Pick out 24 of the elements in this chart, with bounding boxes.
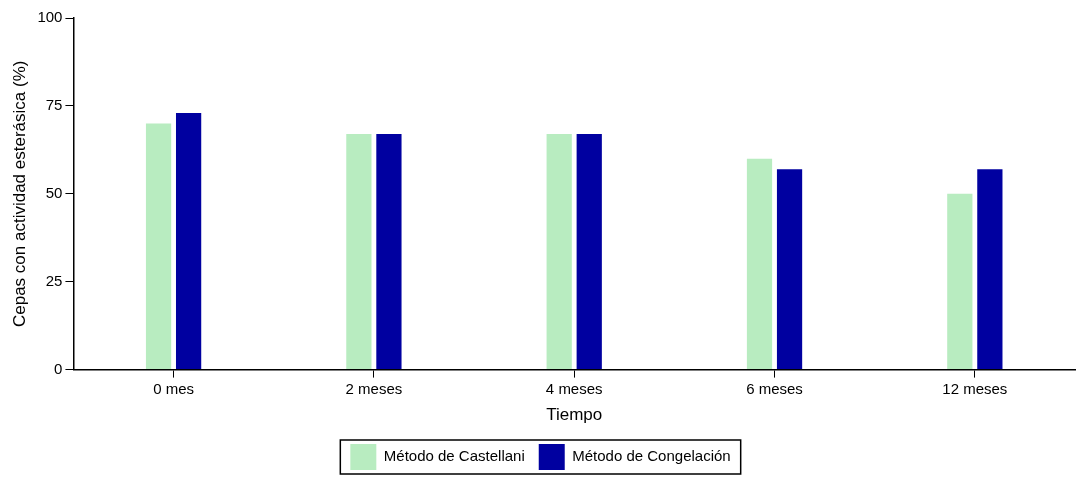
legend-label: Método de Castellani	[383, 447, 525, 465]
legend-label: Método de Congelación	[572, 447, 731, 465]
x-tick-label: 4 meses	[545, 379, 603, 397]
y-axis-title: Cepas con actividad esterásica (%)	[9, 60, 29, 328]
bar	[576, 134, 602, 370]
bar	[546, 134, 572, 370]
bar	[145, 123, 172, 370]
x-tick-label: 6 meses	[746, 379, 803, 397]
x-tick-label: 12 meses	[942, 379, 1008, 397]
x-axis-title: Tiempo	[546, 405, 603, 425]
y-tick-label: 75	[45, 96, 63, 114]
x-tick-label: 2 meses	[345, 379, 403, 397]
bar	[776, 169, 803, 370]
y-tick-label: 0	[54, 359, 63, 377]
bar	[346, 134, 372, 370]
x-tick-label: 0 mes	[153, 379, 195, 397]
bar	[746, 158, 773, 370]
y-tick-label: 50	[45, 183, 63, 201]
bar	[947, 193, 973, 370]
bar	[376, 134, 402, 370]
bar	[175, 112, 202, 370]
y-tick-label: 100	[37, 8, 63, 26]
y-tick-label: 25	[45, 271, 63, 289]
bar	[977, 169, 1003, 370]
